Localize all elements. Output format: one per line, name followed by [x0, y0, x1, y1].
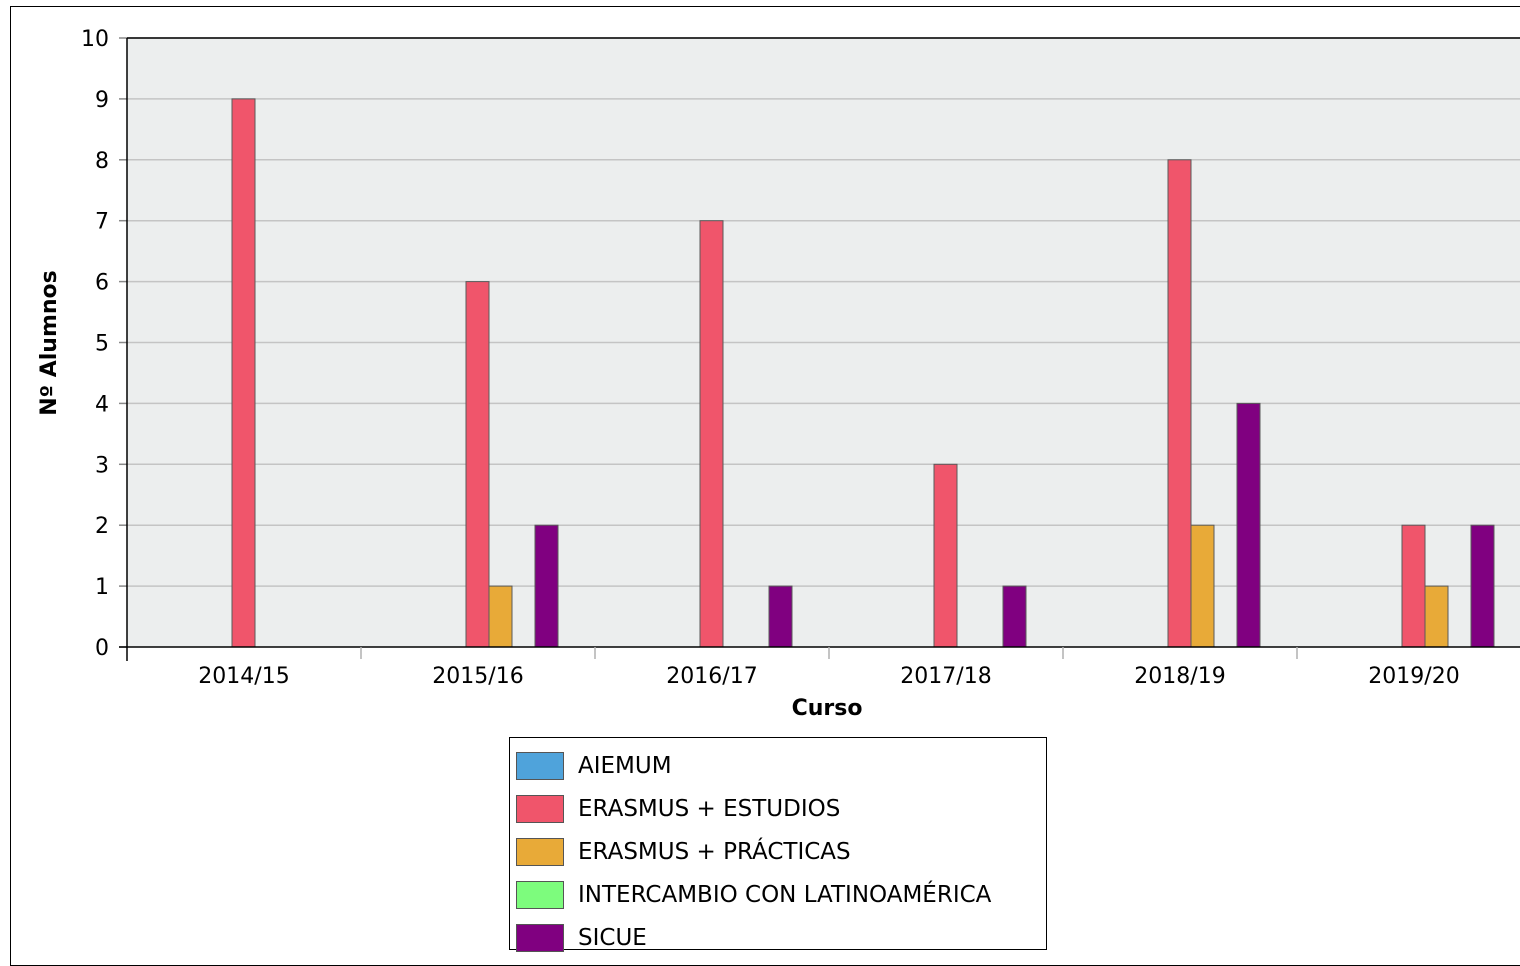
y-tick-label: 10 [81, 27, 109, 52]
y-tick-label: 1 [95, 575, 109, 600]
x-tick-label: 2018/19 [1134, 664, 1225, 689]
y-axis-title: Nº Alumnos [37, 270, 62, 416]
axes [119, 37, 1520, 661]
y-tick-label: 8 [95, 149, 109, 174]
bar [1424, 585, 1449, 648]
y-tick-label: 6 [95, 271, 109, 296]
legend-item: INTERCAMBIO CON LATINOAMÉRICA [510, 873, 1046, 916]
y-tick-label: 4 [95, 392, 109, 417]
legend-item: ERASMUS + PRÁCTICAS [510, 830, 1046, 873]
bar [699, 220, 724, 648]
bar [231, 98, 256, 648]
x-tick-label: 2016/17 [666, 664, 757, 689]
y-tick-label: 9 [95, 88, 109, 113]
legend-item: SICUE [510, 916, 1046, 959]
bar [465, 281, 490, 648]
legend-item: AIEMUM [510, 744, 1046, 787]
legend-item: ERASMUS + ESTUDIOS [510, 787, 1046, 830]
bar [768, 585, 793, 648]
bar [488, 585, 513, 648]
bar [1002, 585, 1027, 648]
x-tick-label: 2019/20 [1368, 664, 1459, 689]
x-tick-label: 2015/16 [432, 664, 523, 689]
y-tick-label: 7 [95, 210, 109, 235]
legend-swatch [516, 880, 564, 909]
legend-swatch [516, 923, 564, 952]
legend-swatch [516, 837, 564, 866]
x-tick-labels: 2014/15 2015/16 2016/17 2017/18 2018/19 2019/… [198, 664, 1459, 689]
bar [1167, 159, 1192, 648]
legend-label: INTERCAMBIO CON LATINOAMÉRICA [578, 881, 992, 908]
legend-label: AIEMUM [578, 752, 672, 779]
bar [933, 463, 958, 648]
x-tick-label: 2017/18 [900, 664, 991, 689]
bar [1190, 524, 1215, 648]
legend-label: SICUE [578, 924, 647, 951]
legend-label: ERASMUS + ESTUDIOS [578, 795, 841, 822]
y-tick-labels: 0 1 2 3 4 5 6 7 8 9 10 [81, 27, 109, 661]
y-tick-label: 3 [95, 453, 109, 478]
bar [1401, 524, 1426, 648]
y-tick-label: 0 [95, 636, 109, 661]
y-tick-label: 5 [95, 332, 109, 357]
legend-swatch [516, 794, 564, 823]
bar [1236, 402, 1261, 648]
bar [1470, 524, 1495, 648]
bar [534, 524, 559, 648]
legend: AIEMUM ERASMUS + ESTUDIOS ERASMUS + PRÁCTI… [509, 737, 1047, 952]
x-tick-label: 2014/15 [198, 664, 289, 689]
y-tick-label: 2 [95, 514, 109, 539]
x-axis-title: Curso [792, 696, 863, 721]
legend-swatch [516, 751, 564, 780]
legend-label: ERASMUS + PRÁCTICAS [578, 838, 851, 865]
